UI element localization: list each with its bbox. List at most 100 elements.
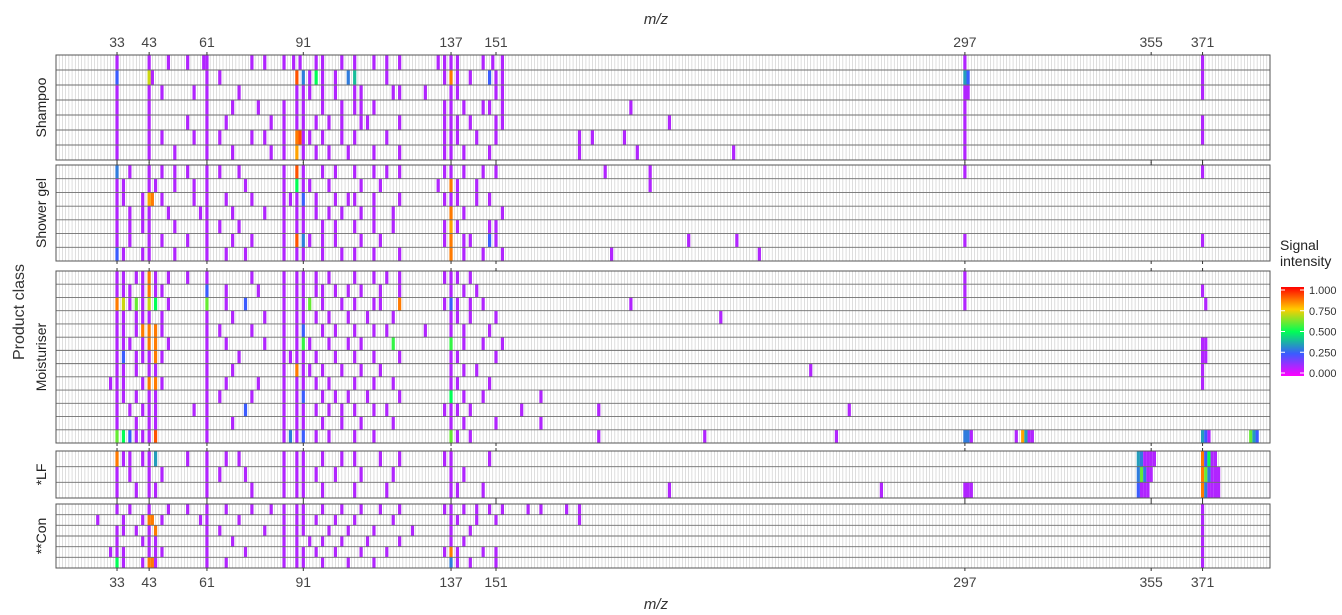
- heatmap-cell: [462, 416, 466, 430]
- heatmap-cell: [500, 504, 505, 515]
- heatmap-cell: [455, 192, 460, 207]
- heatmap-cell: [327, 178, 331, 193]
- heatmap-cell: [385, 271, 389, 285]
- heatmap-cell: [301, 100, 305, 115]
- heatmap-cell: [301, 70, 305, 85]
- heatmap-cell: [353, 403, 357, 417]
- heatmap-cell: [372, 100, 376, 115]
- heatmap-cell: [487, 192, 492, 207]
- heatmap-cell: [282, 145, 286, 160]
- heatmap-cell: [96, 514, 100, 526]
- heatmap-cell: [320, 70, 325, 85]
- heatmap-cell: [539, 390, 543, 404]
- heatmap-cell: [160, 514, 164, 526]
- heatmap-cell: [295, 323, 299, 338]
- heatmap-cell: [301, 546, 305, 558]
- heatmap-cell: [340, 416, 344, 430]
- heatmap-cell: [295, 297, 299, 311]
- heatmap-cell: [494, 416, 498, 430]
- heatmap-cell: [308, 130, 312, 145]
- heatmap-cell: [121, 451, 126, 467]
- heatmap-cell: [282, 219, 286, 234]
- heatmap-cell: [449, 376, 453, 391]
- heatmap-cell: [295, 350, 299, 364]
- heatmap-cell: [134, 482, 138, 498]
- heatmap-cell: [295, 514, 299, 526]
- heatmap-cell: [340, 403, 344, 417]
- heatmap-cell: [141, 451, 145, 467]
- heatmap-cell: [301, 376, 305, 391]
- heatmap-cell: [320, 363, 325, 377]
- heatmap-cell: [327, 403, 331, 417]
- heatmap-cell: [449, 525, 453, 536]
- heatmap-cell: [635, 145, 639, 160]
- heatmap-cell: [462, 145, 466, 160]
- heatmap-cell: [1021, 429, 1025, 443]
- heatmap-cell: [282, 165, 286, 179]
- heatmap-cell: [1146, 482, 1150, 498]
- heatmap-cell: [153, 536, 158, 547]
- heatmap-cell: [963, 284, 967, 298]
- heatmap-cell: [468, 403, 472, 417]
- heatmap-cell: [455, 482, 460, 498]
- heatmap-cell: [963, 115, 967, 130]
- heatmap-cell: [147, 130, 151, 145]
- heatmap-cell: [141, 514, 145, 526]
- heatmap-cell: [153, 482, 158, 498]
- heatmap-cell: [385, 130, 389, 145]
- heatmap-cell: [314, 284, 318, 298]
- heatmap-cell: [160, 323, 164, 338]
- heatmap-cell: [449, 390, 453, 404]
- heatmap-cell: [282, 557, 286, 568]
- heatmap-cell: [288, 429, 293, 443]
- heatmap-cell: [462, 284, 466, 298]
- heatmap-cell: [224, 115, 228, 130]
- heatmap-cell: [237, 165, 241, 179]
- heatmap-cell: [301, 115, 305, 130]
- heatmap-cell: [141, 271, 145, 285]
- heatmap-cell: [282, 390, 286, 404]
- heatmap-cell: [333, 546, 338, 558]
- heatmap-cell: [205, 466, 209, 483]
- heatmap-cell: [963, 55, 967, 70]
- heatmap-cell: [173, 165, 177, 179]
- heatmap-cell: [398, 451, 402, 467]
- heatmap-cell: [1204, 350, 1208, 364]
- heatmap-cell: [282, 271, 286, 285]
- heatmap-cell: [121, 376, 126, 391]
- heatmap-cell: [1252, 429, 1256, 443]
- heatmap-cell: [141, 297, 145, 311]
- heatmap-cell: [481, 482, 485, 498]
- heatmap-cell: [314, 310, 318, 324]
- heatmap-cell: [147, 363, 151, 377]
- heatmap-cell: [147, 85, 151, 100]
- panel-0: Shampoo: [33, 52, 1271, 163]
- heatmap-cell: [385, 323, 389, 338]
- heatmap-cell: [115, 219, 119, 234]
- heatmap-cell: [282, 525, 286, 536]
- heatmap-cell: [141, 323, 145, 338]
- heatmap-cell: [218, 466, 222, 483]
- heatmap-cell: [198, 206, 203, 220]
- heatmap-cell: [963, 271, 967, 285]
- heatmap-cell: [186, 233, 190, 248]
- heatmap-cell: [147, 504, 151, 515]
- heatmap-cell: [147, 451, 151, 467]
- heatmap-cell: [1213, 466, 1218, 483]
- heatmap-cell: [327, 271, 331, 285]
- heatmap-cell: [449, 466, 453, 483]
- heatmap-cell: [667, 482, 672, 498]
- heatmap-cell: [295, 363, 299, 377]
- heatmap-cell: [603, 165, 607, 179]
- heatmap-cell: [320, 536, 325, 547]
- heatmap-cell: [301, 390, 305, 404]
- heatmap-cell: [372, 219, 376, 234]
- heatmap-cell: [314, 514, 318, 526]
- heatmap-cell: [719, 310, 723, 324]
- heatmap-cell: [449, 165, 453, 179]
- heatmap-cell: [1207, 429, 1211, 443]
- heatmap-cell: [282, 323, 286, 338]
- heatmap-cell: [160, 546, 164, 558]
- heatmap-cell: [282, 350, 286, 364]
- heatmap-cell: [115, 297, 119, 311]
